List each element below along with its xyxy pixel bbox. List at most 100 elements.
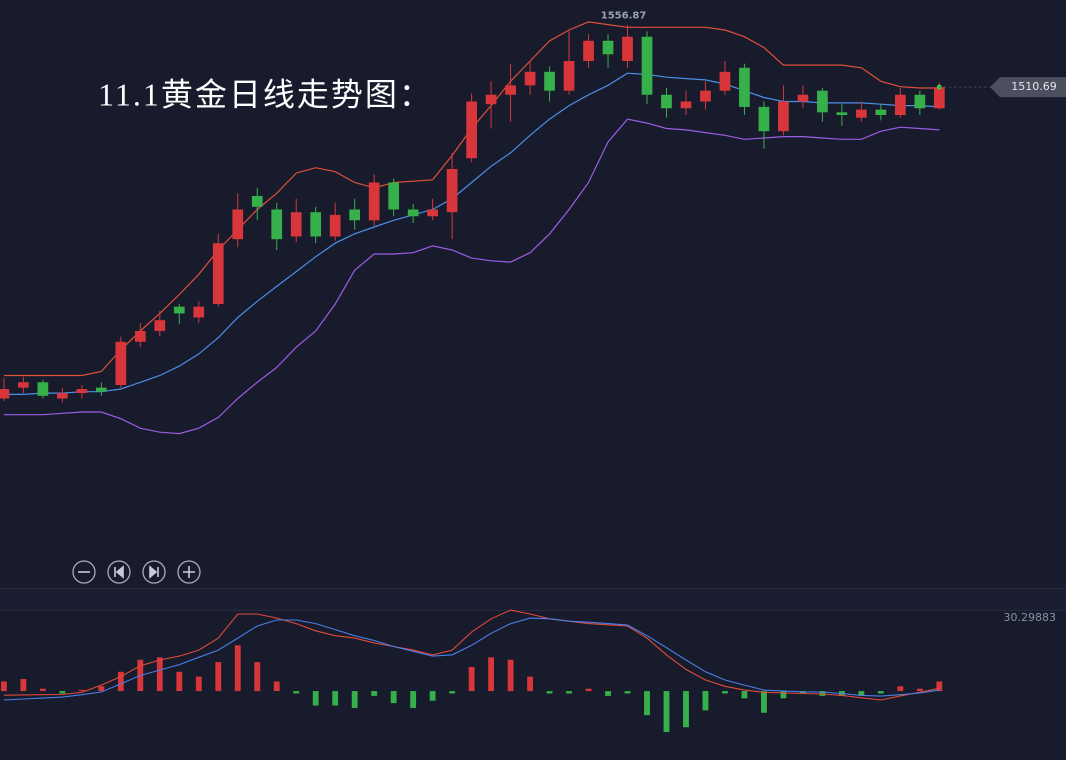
- histogram-bar: [527, 676, 533, 692]
- histogram-bar: [877, 691, 884, 694]
- candle-body: [661, 94, 672, 109]
- histogram-bar: [293, 691, 300, 694]
- histogram-bar: [273, 681, 280, 692]
- histogram-bar: [585, 688, 592, 692]
- candle-body: [76, 389, 88, 394]
- candle-body: [251, 196, 263, 207]
- histogram-bar: [722, 691, 728, 694]
- go-start-button[interactable]: [107, 560, 131, 584]
- candle-body: [57, 393, 68, 399]
- candle-body: [583, 40, 594, 62]
- histogram-bar: [254, 662, 261, 692]
- histogram-bar: [332, 691, 339, 706]
- candle-body: [856, 109, 867, 118]
- histogram-bar: [936, 681, 943, 692]
- histogram-bar: [780, 691, 787, 699]
- candle-body: [349, 209, 361, 221]
- candle-body: [193, 306, 205, 318]
- candle-body: [817, 90, 828, 113]
- candle-body: [427, 209, 438, 217]
- candle-body: [368, 182, 380, 221]
- histogram-bar: [702, 691, 709, 711]
- histogram-bar: [468, 666, 475, 692]
- candle-body: [0, 389, 10, 399]
- histogram-bar: [312, 691, 319, 706]
- max-price-label: 1556.87: [601, 11, 647, 22]
- histogram-bar: [761, 691, 767, 713]
- plot: [0, 21, 945, 733]
- histogram-bar: [624, 691, 631, 694]
- last-price-tag: [990, 77, 1066, 98]
- candle-body: [797, 94, 809, 102]
- macd-line: [3, 617, 940, 701]
- candle-body: [154, 320, 166, 331]
- go-end-button[interactable]: [142, 560, 166, 584]
- labels: 1556.87 1510.69 30.29883: [601, 11, 1066, 624]
- histogram-bar: [39, 688, 46, 692]
- candle-body: [310, 212, 322, 237]
- histogram-bar: [683, 691, 689, 728]
- candle-body: [933, 87, 945, 109]
- histogram-bar: [234, 645, 241, 692]
- candle-body: [836, 112, 848, 116]
- histogram-bar: [351, 691, 358, 708]
- candle-body: [505, 85, 516, 95]
- histogram-bar: [176, 671, 183, 692]
- candle-body: [544, 71, 555, 91]
- candle-body: [563, 61, 575, 91]
- candle-body: [719, 71, 731, 91]
- candle-body: [18, 382, 29, 388]
- candle-body: [602, 40, 614, 55]
- histogram-bar: [429, 691, 436, 701]
- candle-body: [212, 243, 224, 304]
- candle-body: [524, 71, 536, 86]
- histogram-bar: [117, 671, 124, 692]
- band-line: [3, 118, 940, 435]
- candle-body: [173, 306, 185, 314]
- candle-body: [622, 36, 633, 62]
- chart-title: 11.1黄金日线走势图：: [98, 76, 433, 112]
- histogram-bar: [78, 689, 85, 692]
- candle-body: [914, 94, 926, 109]
- histogram-bar: [546, 691, 553, 694]
- candle-body: [778, 101, 789, 132]
- histogram-bar: [663, 691, 670, 733]
- candle-body: [739, 67, 750, 107]
- histogram-bar: [488, 657, 495, 692]
- candle-body: [329, 214, 341, 237]
- candle-body: [680, 101, 692, 109]
- histogram-bar: [897, 686, 904, 692]
- candle-body: [290, 212, 302, 237]
- candle-body: [115, 341, 127, 385]
- histogram-bar: [605, 691, 611, 696]
- y-tick-label: 30.29883: [1004, 611, 1057, 624]
- histogram-bar: [98, 686, 105, 692]
- histogram-bar: [215, 662, 222, 692]
- candle-body: [641, 36, 653, 95]
- histogram-bar: [449, 691, 456, 694]
- histogram-bar: [507, 659, 514, 692]
- candle-body: [37, 382, 49, 396]
- candle-body: [232, 209, 244, 240]
- histogram-bar: [371, 691, 378, 696]
- candle-body: [95, 387, 107, 392]
- histogram-bar: [195, 676, 202, 692]
- candle-body: [894, 94, 906, 116]
- histogram-bar: [741, 691, 748, 699]
- candle-body: [271, 209, 283, 240]
- candle-body: [388, 182, 400, 210]
- histogram-bar: [0, 681, 7, 692]
- histogram-bar: [566, 691, 572, 694]
- histogram-bar: [390, 691, 397, 704]
- macd-line: [3, 609, 940, 701]
- zoom-in-button[interactable]: [177, 560, 201, 584]
- histogram-bar: [410, 691, 417, 708]
- candle-body: [407, 209, 419, 217]
- candle-body: [875, 109, 887, 116]
- candle-body: [446, 169, 458, 213]
- candle-body: [466, 101, 477, 159]
- zoom-out-button[interactable]: [72, 560, 96, 584]
- histogram-bar: [156, 657, 163, 692]
